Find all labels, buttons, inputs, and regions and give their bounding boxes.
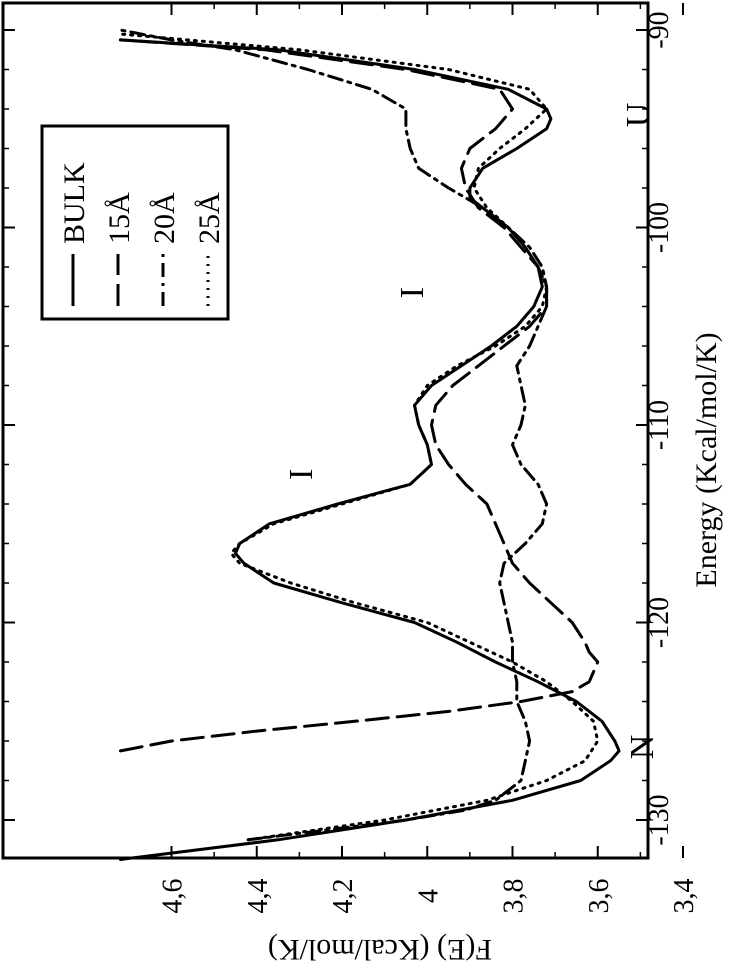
legend-label: 15Å <box>103 192 136 244</box>
series-layer <box>118 28 621 861</box>
x-tick-label: -110 <box>644 400 675 450</box>
y-tick-label: 4,6 <box>158 879 189 914</box>
series-line-3 <box>118 32 600 842</box>
y-tick-label: 4 <box>413 889 444 903</box>
y-tick-label: 4,4 <box>243 879 274 914</box>
series-line-2 <box>118 28 549 842</box>
y-tick-label: 4,2 <box>328 879 359 914</box>
series-line-1 <box>118 38 600 753</box>
y-tick-label: 3,6 <box>584 879 615 914</box>
y-tick-label: 3,4 <box>669 879 700 914</box>
y-tick-label: 3,8 <box>499 879 530 914</box>
ticks-layer: -130 -120 -110 -100 -90 3,4 3,6 3,8 4 4,2 4,4 4,6 <box>3 3 700 914</box>
x-tick-label: -100 <box>644 202 675 253</box>
legend-label: 20Å <box>148 192 181 244</box>
annotation-layer: N I I U <box>283 103 661 760</box>
plot-frame <box>1 1 650 860</box>
region-label: I <box>283 469 320 480</box>
y-axis-title: F(E) (Kcal/mol/K) <box>268 933 492 966</box>
x-tick-label: -120 <box>644 597 675 648</box>
legend-label: BULK <box>58 162 91 244</box>
region-label: I <box>394 287 431 298</box>
x-axis-title: Energy (Kcal/mol/K) <box>690 332 723 587</box>
region-label: U <box>620 103 657 128</box>
x-tick-label: -130 <box>644 794 675 845</box>
legend: BULK 15Å 20Å 25Å <box>40 124 230 321</box>
legend-label: 25Å <box>193 192 226 244</box>
region-label: N <box>624 735 661 760</box>
x-tick-label: -90 <box>644 11 675 48</box>
